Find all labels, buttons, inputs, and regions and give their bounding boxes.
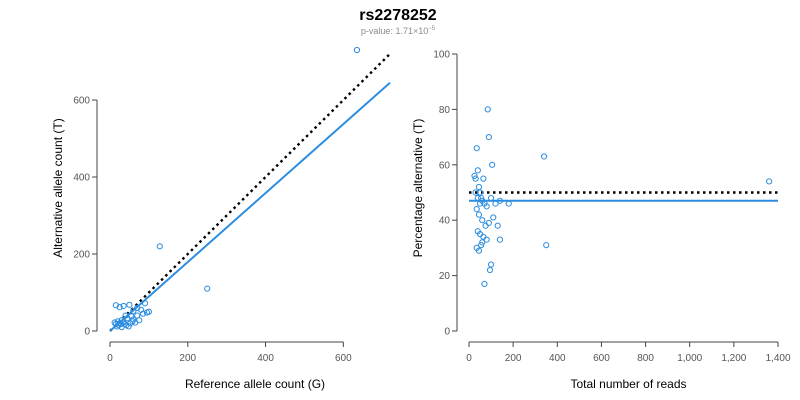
left-x-tick-label: 0 — [107, 353, 113, 364]
left-data-point — [130, 307, 137, 315]
right-y-tick-label: 40 — [439, 216, 451, 227]
left-data-point — [124, 315, 131, 322]
right-data-point — [475, 247, 483, 254]
right-data-point — [483, 203, 490, 210]
right-x-tick-label: 1,400 — [765, 353, 790, 364]
right-x-axis-title: Total number of reads — [570, 377, 686, 391]
right-data-point — [482, 222, 489, 229]
right-data-point — [487, 194, 495, 202]
right-x-tick-label: 0 — [466, 353, 472, 364]
right-y-tick-label: 100 — [433, 50, 450, 61]
p-value-exponent: −5 — [428, 26, 436, 32]
right-data-point — [485, 134, 492, 141]
right-data-point — [487, 261, 495, 268]
right-data-point — [478, 194, 485, 202]
right-data-point — [483, 236, 490, 243]
p-value-label: p-value: 1.71×10−5 — [361, 26, 436, 36]
left-data-point — [139, 310, 147, 317]
right-x-tick-label: 1,000 — [677, 353, 702, 364]
left-data-point — [116, 304, 123, 311]
right-data-point — [474, 194, 481, 202]
left-x-tick-label: 400 — [257, 353, 274, 364]
left-x-tick-label: 200 — [179, 353, 196, 364]
right-data-point — [472, 175, 479, 182]
left-x-axis-title: Reference allele count (G) — [185, 377, 325, 391]
right-y-tick-label: 80 — [439, 105, 451, 116]
right-y-tick-label: 0 — [444, 327, 450, 338]
left-data-point — [156, 243, 163, 250]
allele-count-scatter-panel: 0 200 400 600 0 200 400 600 Reference allele cou… — [51, 46, 391, 391]
left-data-point — [132, 319, 139, 326]
left-fit-line — [109, 81, 391, 332]
right-data-point — [484, 106, 491, 113]
left-data-point — [141, 300, 149, 307]
right-x-tick-label: 400 — [549, 353, 566, 364]
right-data-point — [476, 200, 484, 207]
right-data-point — [496, 197, 503, 204]
right-data-point — [540, 153, 548, 160]
left-y-tick-label: 200 — [73, 250, 90, 261]
right-data-point — [490, 214, 497, 221]
right-y-axis-title: Percentage alternative (T) — [411, 119, 425, 258]
right-data-point — [543, 242, 550, 249]
right-data-point — [473, 145, 480, 152]
percentage-alternative-scatter-panel: 0 200 400 600 800 1,000 1,200 1,400 0 20 40 60 80 100… — [411, 50, 791, 392]
right-data-point — [481, 280, 488, 288]
right-data-point — [475, 211, 483, 218]
right-data-point — [492, 200, 499, 207]
left-data-point — [353, 46, 361, 54]
right-x-tick-label: 200 — [505, 353, 522, 364]
left-data-point — [118, 324, 125, 331]
right-data-point — [486, 266, 494, 274]
right-data-point — [474, 167, 481, 174]
right-data-point — [479, 217, 486, 224]
right-x-tick-label: 1,200 — [721, 353, 746, 364]
right-data-point — [494, 222, 501, 229]
right-data-point — [480, 233, 487, 240]
right-data-point — [471, 172, 478, 179]
right-data-point — [479, 239, 486, 246]
right-data-point — [489, 161, 496, 168]
p-value-prefix: p-value: 1.71×10 — [361, 26, 428, 36]
right-y-tick-label: 60 — [439, 160, 451, 171]
right-data-point — [766, 178, 773, 185]
right-x-tick-label: 600 — [593, 353, 610, 364]
right-data-point — [473, 206, 480, 213]
left-data-point — [204, 285, 211, 292]
right-y-tick-label: 20 — [439, 271, 451, 282]
right-data-point — [475, 183, 483, 191]
right-data-point — [480, 175, 487, 182]
left-data-point — [120, 302, 127, 310]
left-y-tick-label: 400 — [73, 173, 90, 184]
left-y-tick-label: 0 — [84, 327, 90, 338]
right-data-point — [485, 219, 492, 227]
right-data-point — [505, 200, 512, 207]
left-y-tick-label: 600 — [73, 96, 90, 107]
right-data-point — [476, 189, 484, 196]
left-reference-line — [109, 52, 391, 332]
chart-title: rs2278252 — [359, 7, 437, 24]
left-data-point — [125, 323, 132, 330]
left-y-axis-title: Alternative allele count (T) — [51, 118, 65, 257]
left-data-point — [126, 301, 133, 308]
left-x-tick-label: 600 — [335, 353, 352, 364]
right-x-tick-label: 800 — [637, 353, 654, 364]
right-data-point — [496, 236, 503, 243]
left-data-point — [111, 319, 118, 326]
left-data-point — [134, 312, 141, 319]
right-data-point — [472, 189, 479, 196]
right-data-point — [478, 242, 485, 249]
left-data-point — [145, 308, 152, 315]
